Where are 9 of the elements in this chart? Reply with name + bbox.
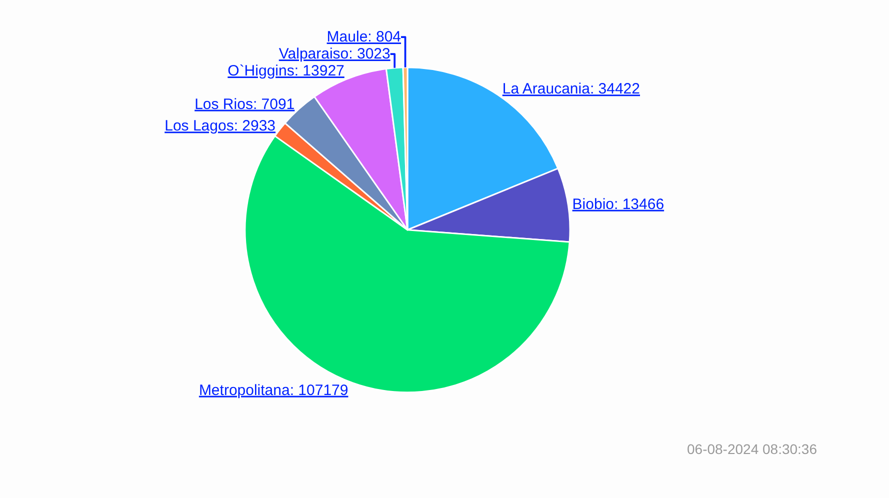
slice-label: Los Lagos: 2933 (164, 118, 276, 135)
slice-label: Los Rios: 7091 (194, 96, 295, 113)
slice-label: Maule: 804 (326, 28, 402, 46)
slice-label: La Araucania: 34422 (502, 80, 640, 98)
slice-label: Valparaiso: 3023 (278, 46, 390, 63)
slice-label: Metropolitana: 107179 (198, 382, 348, 399)
slice-label: Biobio: 13466 (572, 196, 664, 213)
slice-label: O`Higgins: 13927 (228, 62, 344, 80)
text: 06-08-2024 08:30:36 (687, 441, 818, 457)
